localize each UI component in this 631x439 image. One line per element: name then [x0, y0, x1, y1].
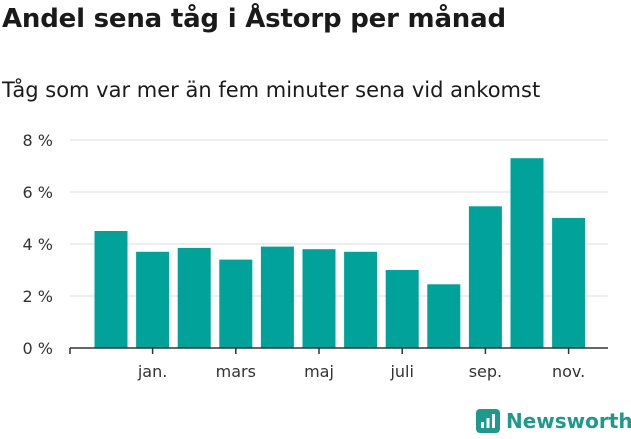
- tick-labels: 0 % 2 % 4 % 6 % 8 % jan. mars maj juli sep. nov.: [23, 131, 586, 381]
- y-tick-label: 0 %: [23, 339, 53, 358]
- bar: [302, 249, 336, 348]
- bar: [260, 246, 294, 348]
- bar: [552, 218, 586, 348]
- bar: [468, 206, 502, 348]
- x-tick-label: jan.: [137, 362, 167, 381]
- bar: [219, 259, 253, 348]
- y-tick-label: 4 %: [23, 235, 53, 254]
- bars: [94, 158, 586, 348]
- x-tick-label: juli: [389, 362, 413, 381]
- chart-subtitle: Tåg som var mer än fem minuter sena vid …: [2, 78, 541, 102]
- brand-name: Newsworthy: [506, 409, 631, 433]
- newsworthy-logo-icon: [476, 409, 500, 433]
- x-tick-label: mars: [216, 362, 256, 381]
- x-tick-label: maj: [304, 362, 334, 381]
- y-tick-label: 8 %: [23, 131, 53, 150]
- x-tick-label: nov.: [552, 362, 585, 381]
- y-tick-label: 2 %: [23, 287, 53, 306]
- bar: [177, 247, 211, 348]
- chart-title: Andel sena tåg i Åstorp per månad: [2, 4, 506, 34]
- axes: [69, 347, 608, 354]
- x-tick-label: sep.: [469, 362, 502, 381]
- bar: [344, 251, 378, 348]
- bar: [136, 251, 170, 348]
- bar: [94, 231, 128, 348]
- y-tick-label: 6 %: [23, 183, 53, 202]
- bar: [510, 158, 544, 348]
- bar: [385, 270, 419, 348]
- brand-logo: Newsworthy: [476, 405, 631, 437]
- bar: [427, 284, 461, 348]
